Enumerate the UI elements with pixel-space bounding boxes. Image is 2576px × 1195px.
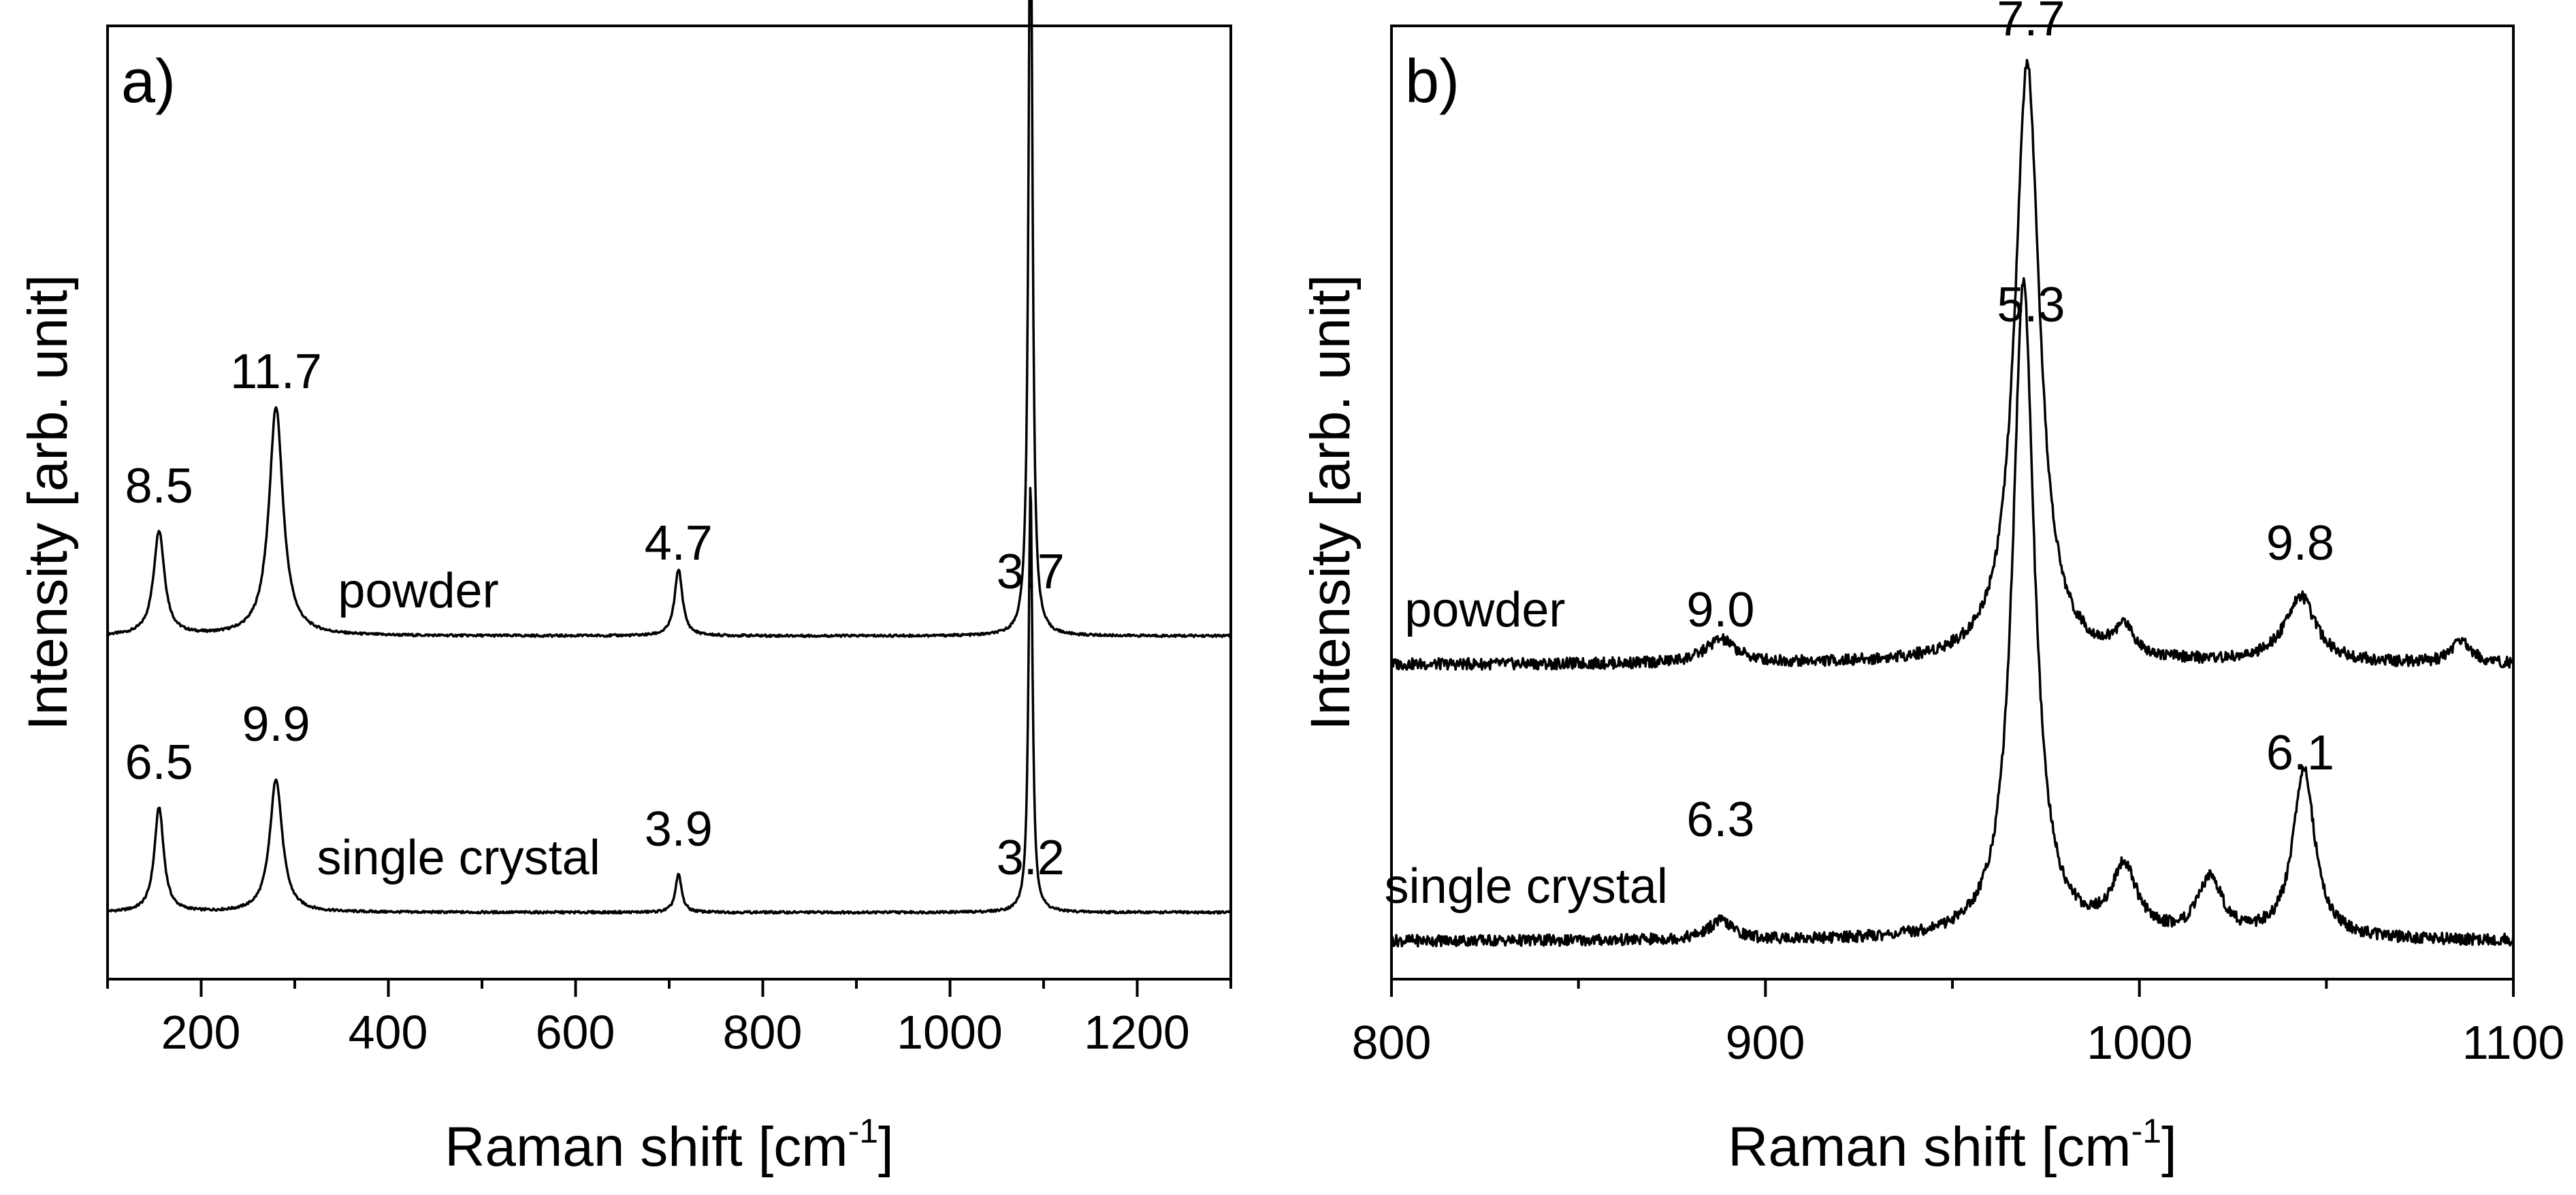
series-line-powder <box>106 0 1231 639</box>
annotation-label: powder <box>338 564 498 618</box>
panel-b-traces <box>1390 59 2515 948</box>
panel-b-x-tick-labels: 800 900 1000 1100 <box>1352 1016 2565 1069</box>
panel-b-plot-frame <box>1390 25 2515 981</box>
x-axis-title-text: Raman shift [cm <box>445 1116 848 1178</box>
panel-a-y-axis-title: Intensity [arb. unit] <box>17 274 79 731</box>
x-tick-label: 800 <box>723 1006 803 1059</box>
annotation-label: 9.8 <box>2266 516 2334 571</box>
x-tick-label: 800 <box>1352 1016 1432 1069</box>
series-line-powder <box>1390 59 2515 671</box>
panel-a-x-tick-labels: 200 400 600 800 1000 1200 <box>161 1006 1190 1059</box>
annotation-label: 9.0 <box>1686 583 1754 637</box>
panel-b-label: b) <box>1405 48 1460 116</box>
x-tick-label: 1000 <box>2087 1016 2193 1069</box>
x-axis-title-text: Raman shift [cm <box>1728 1116 2131 1178</box>
annotation-label: 3.2 <box>997 831 1065 885</box>
panel-b-annotations: 7.7 5.3 9.8 9.0 powder 6.3 6.1 single crystal <box>1385 0 2334 914</box>
x-axis-title-superscript: -1 <box>2131 1112 2161 1150</box>
panel-b-x-axis-title: Raman shift [cm-1] <box>1728 1112 2177 1178</box>
x-tick-label: 400 <box>349 1006 428 1059</box>
annotation-label: 4.7 <box>645 516 713 571</box>
x-axis-title-end: ] <box>878 1116 894 1178</box>
x-tick-label: 1000 <box>897 1006 1003 1059</box>
panel-a-annotations: 8.5 11.7 4.7 3.7 powder 6.5 9.9 3.9 3.2 single cr… <box>125 345 1065 885</box>
annotation-label: 7.7 <box>1997 0 2065 46</box>
x-axis-title-superscript: -1 <box>848 1112 878 1150</box>
series-line-single-crystal <box>106 486 1231 915</box>
x-tick-label: 1200 <box>1084 1006 1190 1059</box>
panel-a: 200 400 600 800 1000 1200 8.5 11.7 4.7 3.7 p… <box>17 0 1232 1178</box>
annotation-label: 5.3 <box>1997 278 2065 332</box>
panel-b-y-axis-title: Intensity [arb. unit] <box>1300 274 1362 731</box>
x-tick-label: 200 <box>161 1006 241 1059</box>
annotation-label: 6.1 <box>2266 726 2334 780</box>
annotation-label: 9.9 <box>242 697 310 752</box>
x-axis-title-end: ] <box>2161 1116 2177 1178</box>
annotation-label: 3.9 <box>645 802 713 857</box>
x-tick-label: 600 <box>536 1006 615 1059</box>
annotation-label: single crystal <box>317 831 600 885</box>
annotation-label: single crystal <box>1385 859 1668 914</box>
series-line-single-crystal <box>1390 276 2515 948</box>
annotation-label: 6.3 <box>1686 793 1754 847</box>
panel-a-label: a) <box>121 48 176 116</box>
panel-a-x-axis-title: Raman shift [cm-1] <box>445 1112 894 1178</box>
panel-b: 800 900 1000 1100 7.7 5.3 9.8 9.0 powder 6.3 6… <box>1300 0 2564 1178</box>
annotation-label: 3.7 <box>997 545 1065 599</box>
annotation-label: powder <box>1404 583 1565 637</box>
x-tick-label: 1100 <box>2462 1016 2565 1069</box>
annotation-label: 6.5 <box>125 735 193 790</box>
annotation-label: 8.5 <box>125 459 193 513</box>
panel-a-x-ticks <box>106 979 1232 997</box>
x-tick-label: 900 <box>1726 1016 1805 1069</box>
annotation-label: 11.7 <box>230 345 322 399</box>
panel-b-x-ticks <box>1390 979 2515 997</box>
panel-a-traces <box>106 0 1231 915</box>
